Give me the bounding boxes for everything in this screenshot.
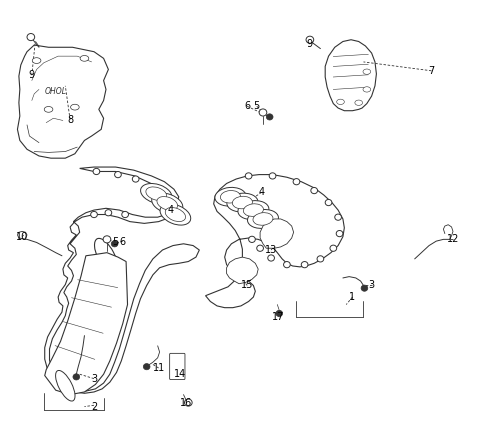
- Ellipse shape: [141, 183, 172, 204]
- Text: 3: 3: [91, 374, 97, 384]
- Ellipse shape: [71, 104, 79, 110]
- Ellipse shape: [215, 187, 246, 206]
- Ellipse shape: [227, 193, 258, 212]
- Circle shape: [73, 374, 80, 380]
- Ellipse shape: [248, 210, 278, 228]
- Text: 6: 6: [244, 101, 250, 111]
- Circle shape: [249, 236, 255, 243]
- Text: OHOL: OHOL: [45, 87, 67, 96]
- Text: 14: 14: [174, 369, 186, 379]
- Ellipse shape: [253, 213, 273, 225]
- Ellipse shape: [152, 193, 183, 214]
- Polygon shape: [45, 253, 128, 395]
- Polygon shape: [325, 40, 376, 111]
- Circle shape: [284, 262, 290, 268]
- Circle shape: [335, 214, 341, 220]
- Text: 12: 12: [447, 235, 459, 244]
- Circle shape: [111, 241, 118, 247]
- Circle shape: [266, 114, 273, 120]
- Polygon shape: [227, 257, 258, 284]
- Polygon shape: [260, 219, 294, 248]
- Ellipse shape: [232, 196, 252, 209]
- Ellipse shape: [220, 190, 240, 203]
- Circle shape: [245, 173, 252, 179]
- Circle shape: [257, 245, 264, 251]
- Text: 7: 7: [428, 66, 434, 76]
- Circle shape: [330, 245, 336, 251]
- Text: 8: 8: [67, 114, 73, 125]
- Ellipse shape: [95, 239, 118, 273]
- Circle shape: [132, 176, 139, 182]
- Circle shape: [311, 187, 318, 194]
- Circle shape: [301, 262, 308, 268]
- Text: 3: 3: [369, 280, 375, 291]
- Circle shape: [325, 199, 332, 206]
- Ellipse shape: [160, 204, 191, 225]
- Circle shape: [276, 310, 283, 316]
- Circle shape: [293, 178, 300, 185]
- Text: 9: 9: [29, 70, 35, 80]
- Ellipse shape: [146, 187, 167, 200]
- FancyBboxPatch shape: [169, 353, 185, 380]
- Text: 16: 16: [180, 398, 192, 409]
- Ellipse shape: [243, 204, 264, 216]
- Ellipse shape: [157, 197, 178, 210]
- Circle shape: [306, 36, 314, 43]
- Text: 15: 15: [241, 280, 253, 291]
- Circle shape: [122, 211, 129, 218]
- Text: 4: 4: [258, 187, 264, 197]
- Circle shape: [317, 256, 324, 262]
- Ellipse shape: [56, 370, 75, 401]
- Polygon shape: [17, 45, 108, 158]
- Text: 11: 11: [153, 363, 165, 373]
- Circle shape: [93, 168, 100, 174]
- Ellipse shape: [238, 201, 269, 219]
- Circle shape: [27, 33, 35, 40]
- Text: 4: 4: [168, 205, 174, 215]
- Text: 2: 2: [91, 401, 97, 412]
- Circle shape: [91, 211, 97, 218]
- Polygon shape: [45, 167, 199, 393]
- Circle shape: [144, 364, 150, 370]
- Ellipse shape: [32, 58, 41, 64]
- Circle shape: [115, 171, 121, 178]
- Circle shape: [259, 109, 267, 116]
- Text: 9: 9: [306, 39, 312, 49]
- Circle shape: [105, 210, 112, 216]
- Ellipse shape: [363, 87, 371, 92]
- Circle shape: [184, 399, 192, 406]
- Ellipse shape: [355, 100, 362, 105]
- Text: 5: 5: [253, 101, 260, 111]
- Text: 5: 5: [112, 238, 119, 247]
- Ellipse shape: [165, 207, 186, 222]
- Circle shape: [361, 285, 368, 291]
- Ellipse shape: [80, 56, 89, 61]
- Ellipse shape: [44, 106, 53, 112]
- Circle shape: [268, 255, 275, 261]
- Circle shape: [103, 236, 111, 243]
- Text: 10: 10: [16, 232, 28, 242]
- Ellipse shape: [363, 69, 371, 74]
- Text: 6: 6: [120, 238, 126, 247]
- Polygon shape: [205, 174, 344, 307]
- Circle shape: [269, 173, 276, 179]
- Text: 17: 17: [272, 312, 285, 322]
- Text: 1: 1: [349, 292, 356, 302]
- Text: 13: 13: [265, 245, 277, 255]
- Ellipse shape: [336, 99, 344, 105]
- Circle shape: [336, 231, 343, 237]
